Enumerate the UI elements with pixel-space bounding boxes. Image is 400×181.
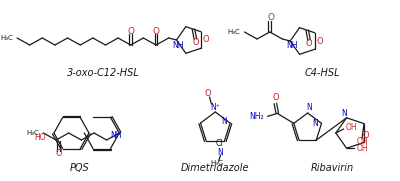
Text: OH: OH: [346, 123, 357, 132]
Text: O: O: [306, 39, 312, 48]
Text: O: O: [55, 149, 62, 158]
Text: O: O: [192, 38, 199, 47]
Text: N: N: [312, 119, 318, 128]
Text: C4-HSL: C4-HSL: [304, 68, 340, 78]
Text: 3-oxo-C12-HSL: 3-oxo-C12-HSL: [67, 68, 140, 78]
Text: H₃C: H₃C: [210, 160, 223, 166]
Text: H₃C: H₃C: [27, 130, 40, 136]
Text: H₃C: H₃C: [0, 35, 13, 41]
Text: NH: NH: [172, 41, 184, 49]
Text: N⁺: N⁺: [210, 102, 220, 111]
Text: O: O: [204, 89, 211, 98]
Text: N: N: [306, 102, 312, 111]
Text: N: N: [341, 109, 346, 118]
Text: O: O: [267, 14, 274, 22]
Text: NH: NH: [286, 41, 298, 50]
Text: PQS: PQS: [69, 163, 89, 173]
Text: Dimetridazole: Dimetridazole: [181, 163, 250, 173]
Text: OH: OH: [356, 144, 368, 153]
Text: HO: HO: [34, 134, 46, 142]
Text: N: N: [222, 117, 227, 126]
Text: H₃C: H₃C: [228, 29, 240, 35]
Text: O: O: [127, 26, 134, 35]
Text: OH: OH: [356, 137, 368, 146]
Text: Cl: Cl: [216, 139, 223, 148]
Text: Ribavirin: Ribavirin: [310, 163, 354, 173]
Text: O: O: [363, 132, 369, 140]
Text: O: O: [152, 26, 160, 35]
Text: N: N: [218, 148, 224, 157]
Text: NH: NH: [110, 131, 122, 140]
Text: NH₂: NH₂: [249, 112, 264, 121]
Text: O: O: [272, 93, 279, 102]
Text: O: O: [203, 35, 209, 45]
Text: O: O: [316, 37, 323, 45]
